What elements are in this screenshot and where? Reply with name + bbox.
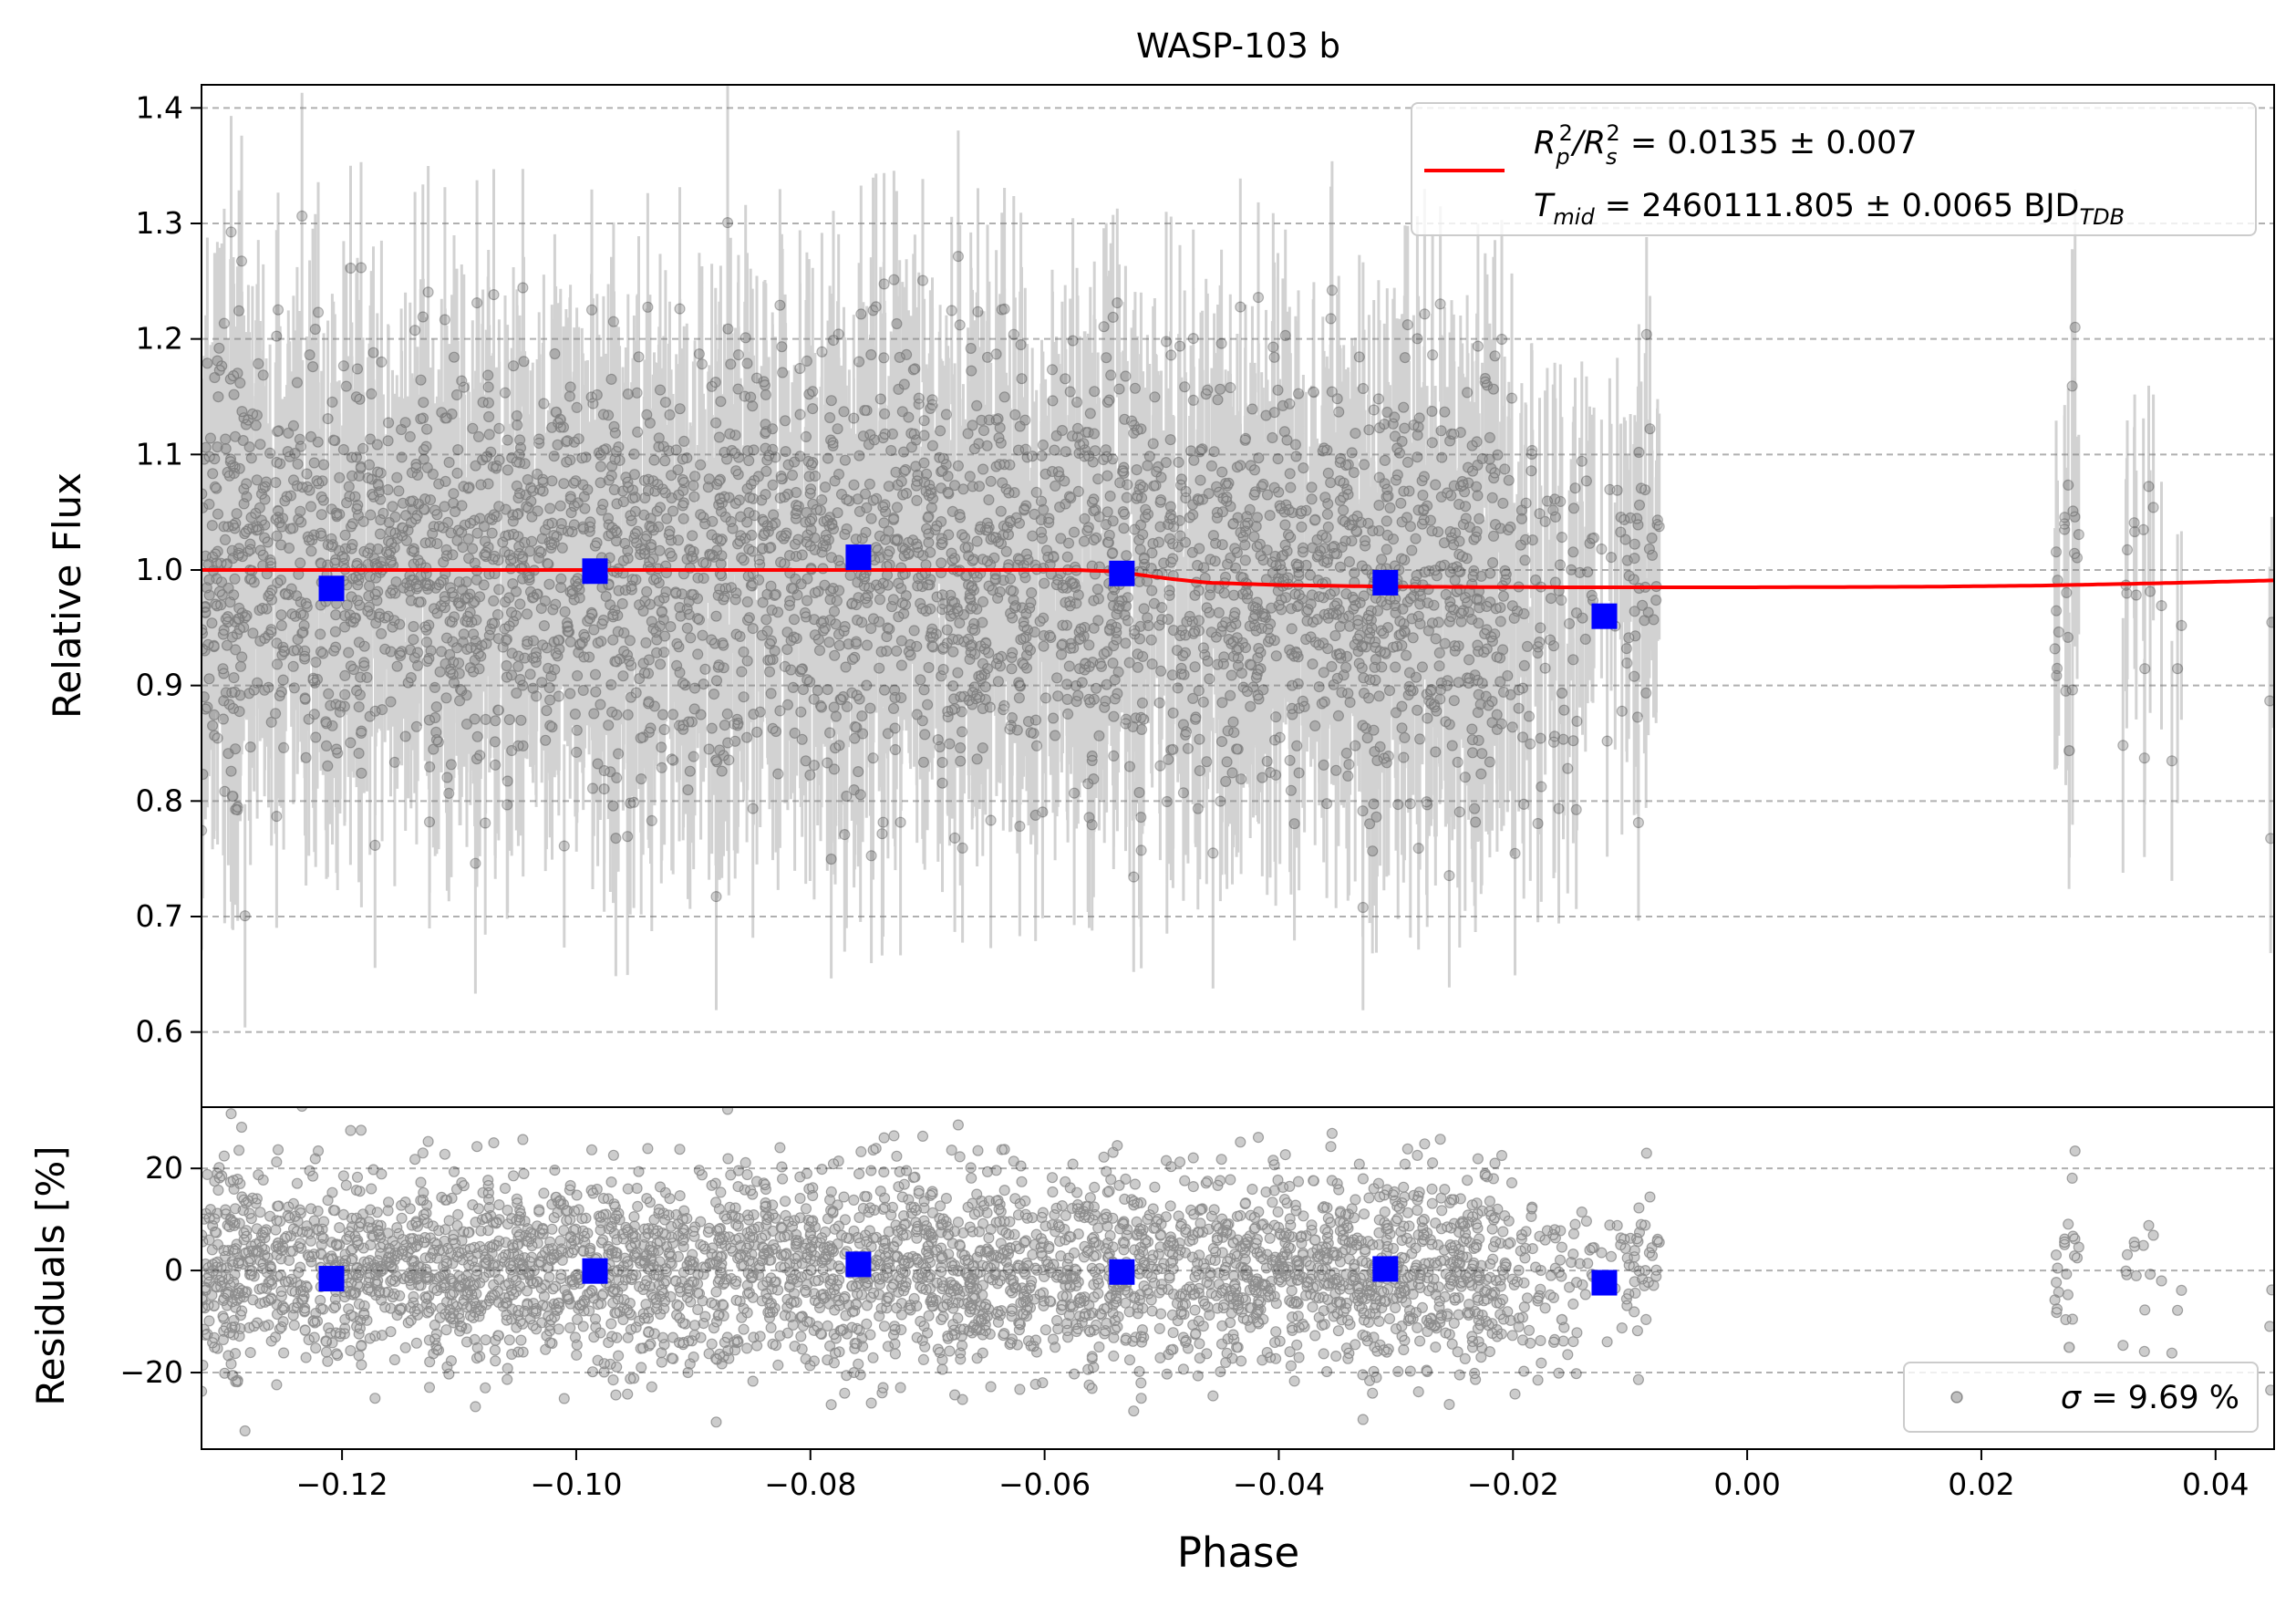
residuals-y-ticks: −20 0 20 bbox=[119, 1150, 202, 1390]
y-tick-label: 1.0 bbox=[136, 552, 183, 587]
binned-residual-point bbox=[1372, 1256, 1399, 1282]
binned-point bbox=[845, 544, 872, 571]
chart-title: WASP-103 b bbox=[1136, 26, 1340, 66]
residuals-panel: −20 0 20 −0.12 −0.10 −0.08 −0.06 −0.04 −0.02 0.0… bbox=[28, 1106, 2275, 1577]
lightcurve-binned-points bbox=[318, 544, 1618, 629]
y-tick-label: 1.1 bbox=[136, 436, 183, 471]
binned-residual-point bbox=[1591, 1269, 1618, 1296]
x-tick-label: 0.04 bbox=[2182, 1466, 2249, 1502]
y-tick-label: 0.8 bbox=[136, 782, 183, 818]
legend-model-label: Rp2/Rs2 = 0.0135 ± 0.007 bbox=[1534, 120, 1918, 170]
lightcurve-points bbox=[202, 210, 2274, 922]
binned-point bbox=[1109, 560, 1135, 586]
sigma-legend-marker bbox=[1950, 1391, 1963, 1404]
transit-model-line bbox=[202, 568, 2274, 589]
y-tick-label: 20 bbox=[145, 1150, 183, 1186]
residuals-axes-frame bbox=[201, 1106, 2275, 1450]
lightcurve-errorbars bbox=[202, 86, 2273, 1028]
x-axis-label: Phase bbox=[1177, 1528, 1299, 1577]
residual-point bbox=[202, 1107, 2274, 1437]
flux-errorbar bbox=[202, 86, 2273, 1028]
binned-point bbox=[318, 575, 345, 602]
y-tick-label: 1.4 bbox=[136, 89, 183, 125]
y-tick-label: 0.9 bbox=[136, 668, 183, 703]
residuals-grid bbox=[202, 1167, 2274, 1374]
lightcurve-panel: 0.6 0.7 0.8 0.9 1.0 1.1 1.2 1.3 1.4 Relative Flu… bbox=[45, 84, 2275, 1108]
x-tick-label: −0.04 bbox=[1233, 1466, 1325, 1502]
binned-residual-point bbox=[845, 1251, 872, 1278]
lightcurve-y-label: Relative Flux bbox=[45, 472, 89, 719]
x-tick-label: 0.02 bbox=[1948, 1466, 2014, 1502]
sigma-legend-box bbox=[1903, 1362, 2259, 1433]
lightcurve-legend: Rp2/Rs2 = 0.0135 ± 0.007 Tmid = 2460111.… bbox=[1411, 102, 2257, 236]
y-tick-label: −20 bbox=[119, 1354, 183, 1390]
x-tick-label: −0.10 bbox=[530, 1466, 622, 1502]
y-tick-label: 0.6 bbox=[136, 1014, 183, 1050]
residuals-points bbox=[202, 1107, 2274, 1437]
y-tick-label: 1.3 bbox=[136, 205, 183, 241]
lightcurve-y-ticks: 0.6 0.7 0.8 0.9 1.0 1.1 1.2 1.3 1.4 bbox=[136, 89, 202, 1050]
residuals-y-label: Residuals [%] bbox=[28, 1145, 73, 1405]
x-tick-label: −0.02 bbox=[1467, 1466, 1559, 1502]
y-tick-label: 0.7 bbox=[136, 898, 183, 934]
binned-point bbox=[1372, 569, 1399, 596]
y-tick-label: 1.2 bbox=[136, 321, 183, 357]
x-tick-label: −0.12 bbox=[296, 1466, 388, 1502]
binned-point bbox=[582, 558, 608, 585]
legend-tmid-label: Tmid = 2460111.805 ± 0.0065 BJDTDB bbox=[1534, 188, 2125, 230]
x-tick-label: 0.00 bbox=[1713, 1466, 1780, 1502]
residuals-binned-points bbox=[318, 1251, 1618, 1296]
residuals-legend: σ = 9.69 % bbox=[1903, 1362, 2259, 1433]
legend-box bbox=[1411, 102, 2257, 236]
binned-residual-point bbox=[1109, 1259, 1135, 1285]
sigma-legend-label: σ = 9.69 % bbox=[2061, 1380, 2239, 1416]
y-tick-label: 0 bbox=[164, 1252, 183, 1288]
binned-residual-point bbox=[318, 1266, 345, 1292]
flux-point bbox=[202, 210, 2274, 922]
x-tick-label: −0.06 bbox=[998, 1466, 1091, 1502]
binned-residual-point bbox=[582, 1258, 608, 1284]
x-tick-label: −0.08 bbox=[764, 1466, 856, 1502]
binned-point bbox=[1591, 603, 1618, 629]
x-axis-ticks: −0.12 −0.10 −0.08 −0.06 −0.04 −0.02 0.00 0.02 0.… bbox=[296, 1449, 2249, 1502]
